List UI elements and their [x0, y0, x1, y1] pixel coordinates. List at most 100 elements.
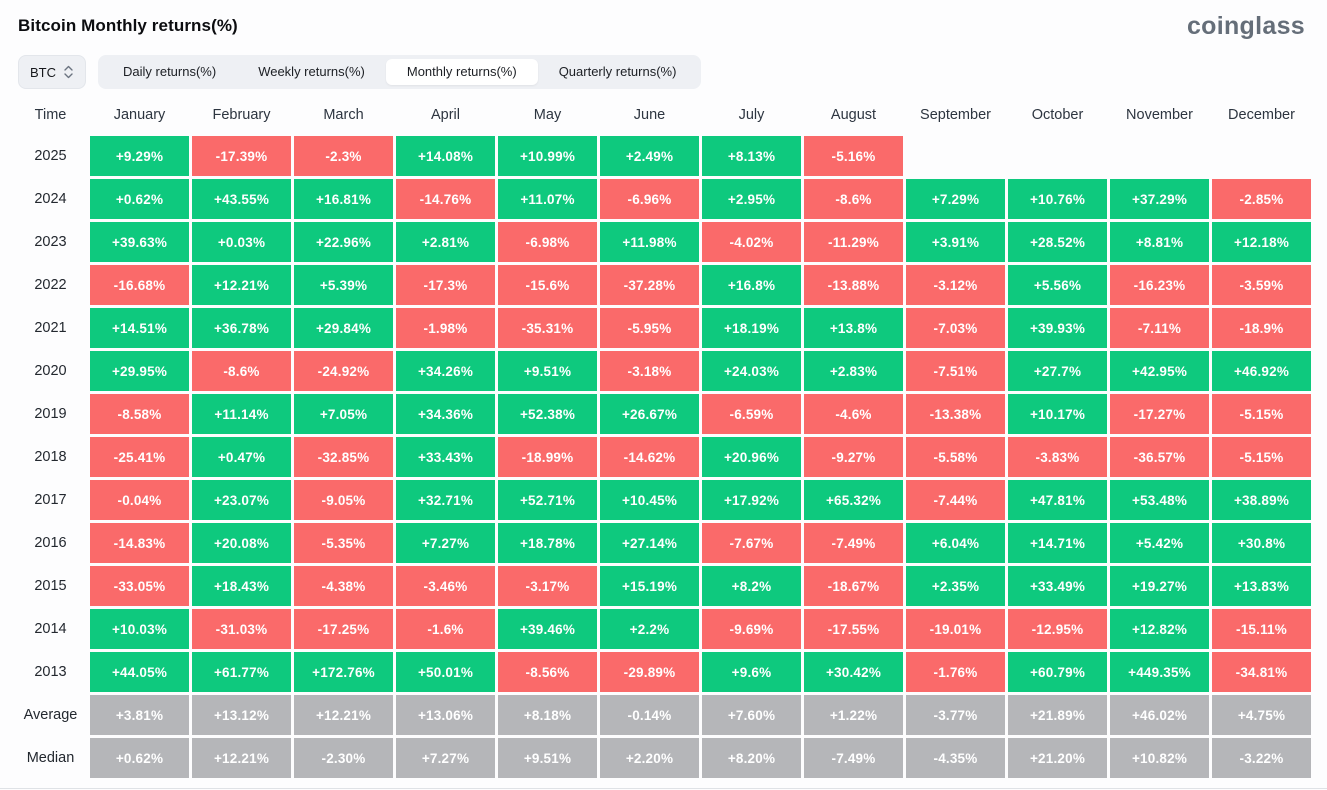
return-cell: +43.55%	[192, 179, 291, 219]
return-cell: -7.11%	[1110, 308, 1209, 348]
return-cell: -4.35%	[906, 738, 1005, 778]
return-cell: -9.69%	[702, 609, 801, 649]
row-label-2013: 2013	[34, 664, 67, 680]
return-cell: +26.67%	[600, 394, 699, 434]
return-cell: +172.76%	[294, 652, 393, 692]
return-cell: +10.99%	[498, 136, 597, 176]
return-cell: -2.85%	[1212, 179, 1311, 219]
column-header-september: September	[920, 106, 991, 123]
return-cell: -35.31%	[498, 308, 597, 348]
updown-arrows-icon	[64, 65, 73, 79]
return-cell: -0.04%	[90, 480, 189, 520]
return-cell: -17.27%	[1110, 394, 1209, 434]
return-cell: +17.92%	[702, 480, 801, 520]
return-cell: -5.58%	[906, 437, 1005, 477]
column-header-july: July	[738, 106, 765, 123]
return-cell: +61.77%	[192, 652, 291, 692]
return-cell: +32.71%	[396, 480, 495, 520]
empty-cell	[1008, 136, 1107, 176]
return-cell: +7.27%	[396, 738, 495, 778]
return-cell: -13.38%	[906, 394, 1005, 434]
column-header-may: May	[533, 106, 562, 123]
return-cell: -9.05%	[294, 480, 393, 520]
return-cell: +0.03%	[192, 222, 291, 262]
tab-weekly[interactable]: Weekly returns(%)	[258, 64, 365, 79]
empty-cell	[906, 136, 1005, 176]
column-header-april: April	[430, 106, 460, 123]
tab-monthly[interactable]: Monthly returns(%)	[385, 59, 538, 85]
return-cell: +9.29%	[90, 136, 189, 176]
column-header-time: Time	[34, 106, 67, 123]
return-cell: -8.6%	[192, 351, 291, 391]
return-cell: +13.06%	[396, 695, 495, 735]
return-cell: -15.11%	[1212, 609, 1311, 649]
row-label-2020: 2020	[34, 363, 67, 379]
return-cell: -5.35%	[294, 523, 393, 563]
returns-table: Time January February March April May June July…	[14, 96, 1311, 778]
return-cell: +0.62%	[90, 179, 189, 219]
return-cell: -31.03%	[192, 609, 291, 649]
tab-quarterly[interactable]: Quarterly returns(%)	[558, 64, 677, 79]
return-cell: +46.92%	[1212, 351, 1311, 391]
return-cell: +44.05%	[90, 652, 189, 692]
return-cell: -7.49%	[804, 523, 903, 563]
return-cell: -17.3%	[396, 265, 495, 305]
return-cell: -33.05%	[90, 566, 189, 606]
row-label-2019: 2019	[34, 406, 67, 422]
column-header-february: February	[212, 106, 271, 123]
return-cell: +29.95%	[90, 351, 189, 391]
return-cell: +42.95%	[1110, 351, 1209, 391]
return-cell: -3.83%	[1008, 437, 1107, 477]
return-cell: -5.15%	[1212, 394, 1311, 434]
column-header-january: January	[113, 106, 166, 123]
return-cell: +16.8%	[702, 265, 801, 305]
return-cell: +16.81%	[294, 179, 393, 219]
return-cell: -6.59%	[702, 394, 801, 434]
return-cell: +2.95%	[702, 179, 801, 219]
row-label-2018: 2018	[34, 449, 67, 465]
return-cell: +18.43%	[192, 566, 291, 606]
bottom-divider	[0, 788, 1327, 789]
return-cell: -18.67%	[804, 566, 903, 606]
return-cell: +36.78%	[192, 308, 291, 348]
return-cell: -7.51%	[906, 351, 1005, 391]
return-cell: -7.03%	[906, 308, 1005, 348]
return-cell: +8.2%	[702, 566, 801, 606]
return-cell: -13.88%	[804, 265, 903, 305]
return-cell: -2.30%	[294, 738, 393, 778]
return-cell: +65.32%	[804, 480, 903, 520]
coinglass-logo: coinglass	[1186, 11, 1305, 40]
return-cell: +5.56%	[1008, 265, 1107, 305]
column-header-march: March	[323, 106, 364, 123]
return-cell: -3.46%	[396, 566, 495, 606]
return-cell: -9.27%	[804, 437, 903, 477]
return-cell: -14.62%	[600, 437, 699, 477]
return-cell: +0.62%	[90, 738, 189, 778]
return-cell: +27.14%	[600, 523, 699, 563]
topbar: Bitcoin Monthly returns(%) coinglass	[0, 0, 1327, 42]
return-cell: +11.98%	[600, 222, 699, 262]
return-cell: +12.82%	[1110, 609, 1209, 649]
row-label-2014: 2014	[34, 621, 67, 637]
return-cell: +33.49%	[1008, 566, 1107, 606]
return-cell: +52.38%	[498, 394, 597, 434]
return-cell: -25.41%	[90, 437, 189, 477]
return-cell: +7.27%	[396, 523, 495, 563]
return-cell: +11.07%	[498, 179, 597, 219]
return-cell: -16.68%	[90, 265, 189, 305]
return-cell: -12.95%	[1008, 609, 1107, 649]
tab-daily[interactable]: Daily returns(%)	[123, 64, 217, 79]
return-cell: +13.83%	[1212, 566, 1311, 606]
return-cell: -3.77%	[906, 695, 1005, 735]
return-cell: +12.21%	[192, 265, 291, 305]
return-cell: -3.22%	[1212, 738, 1311, 778]
row-label-2015: 2015	[34, 578, 67, 594]
return-cell: -3.59%	[1212, 265, 1311, 305]
coin-selector[interactable]: BTC	[18, 55, 86, 89]
return-cell: -32.85%	[294, 437, 393, 477]
return-cell: +12.21%	[192, 738, 291, 778]
return-cell: +39.63%	[90, 222, 189, 262]
return-cell: +10.76%	[1008, 179, 1107, 219]
return-cell: +50.01%	[396, 652, 495, 692]
return-cell: +14.51%	[90, 308, 189, 348]
